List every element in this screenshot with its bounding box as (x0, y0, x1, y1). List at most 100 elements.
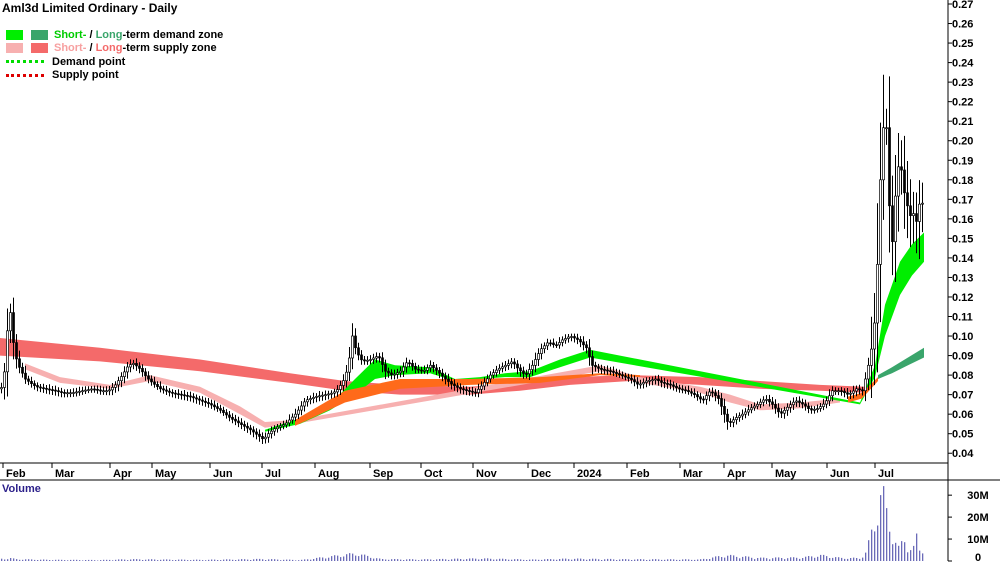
volume-bar (166, 559, 168, 561)
candle (243, 420, 246, 431)
candle (552, 338, 555, 348)
candle-body (900, 166, 903, 171)
candle (753, 402, 756, 411)
price-tick-label: 0.26 (952, 19, 973, 31)
candle-body (387, 370, 390, 374)
candle (63, 389, 66, 398)
candle-body (534, 359, 537, 366)
volume-title: Volume (2, 483, 41, 495)
candle (135, 358, 138, 371)
candle-body (99, 389, 102, 392)
candle-body (744, 411, 747, 415)
volume-bar (604, 559, 606, 561)
candle (819, 403, 822, 412)
candle (360, 350, 363, 365)
candle-body (114, 384, 117, 388)
candle (561, 336, 564, 347)
candle-body (717, 395, 720, 399)
time-tick-label: Apr (727, 468, 747, 480)
candle (630, 374, 633, 384)
candle-body (819, 406, 822, 409)
candle-body (51, 389, 54, 391)
volume-bar (289, 559, 291, 561)
candle (21, 362, 24, 378)
volume-bar (367, 555, 369, 561)
candle (198, 395, 201, 405)
candle (48, 384, 51, 395)
candle (378, 352, 381, 363)
volume-bar (364, 554, 366, 561)
candle (534, 352, 537, 373)
candle-body (921, 202, 924, 205)
volume-bar (853, 557, 855, 561)
candle-body (480, 385, 483, 390)
candle-body (666, 383, 669, 385)
legend-supply-point-label: Supply point (52, 69, 119, 82)
candle (723, 398, 726, 423)
time-tick-label: Apr (113, 468, 133, 480)
volume-bar (616, 560, 618, 561)
volume-bar (391, 559, 393, 561)
candle (564, 334, 567, 344)
candle-body (765, 399, 768, 401)
price-tick-label: 0.22 (952, 97, 973, 109)
candle (384, 359, 387, 380)
volume-bar (31, 559, 33, 561)
candle (717, 390, 720, 405)
volume-bar (463, 559, 465, 561)
volume-bar (829, 558, 831, 561)
candle-body (258, 433, 261, 437)
candle (411, 359, 414, 371)
volume-bar (208, 559, 210, 561)
candle-body (603, 369, 606, 371)
volume-bar (271, 559, 273, 561)
candle (78, 386, 81, 396)
volume-bar (382, 559, 384, 561)
volume-bar (82, 560, 84, 561)
candle (756, 401, 759, 410)
price-tick-label: 0.23 (952, 77, 973, 89)
volume-bar (331, 556, 333, 561)
candle (327, 390, 330, 400)
candle-body (111, 387, 114, 391)
candle (465, 386, 468, 396)
candle-body (894, 195, 897, 243)
candle (858, 384, 861, 395)
volume-bar (481, 559, 483, 561)
volume-bar (1, 558, 3, 561)
candle (771, 397, 774, 410)
candle (129, 359, 132, 373)
short-supply-swatch (6, 43, 23, 54)
candle (576, 333, 579, 345)
volume-bar (25, 559, 27, 561)
candle-body (339, 385, 342, 390)
volume-bar (43, 559, 45, 561)
volume-bar (619, 559, 621, 561)
volume-bar (322, 557, 324, 561)
volume-bar (640, 559, 642, 561)
candle (891, 175, 894, 276)
candle-body (102, 390, 105, 393)
volume-bar (907, 552, 909, 561)
candle-body (105, 390, 108, 393)
volume-bar (349, 553, 351, 561)
candle-body (552, 342, 555, 346)
candle (33, 380, 36, 390)
volume-bar (592, 558, 594, 561)
candle-body (615, 372, 618, 374)
volume-bar (118, 559, 120, 561)
candle (900, 140, 903, 195)
candle (708, 388, 711, 402)
volume-bar (823, 554, 825, 561)
candle (735, 413, 738, 425)
volume-bar (784, 559, 786, 561)
candle-body (222, 409, 225, 413)
candle (291, 413, 294, 424)
volume-bar (589, 559, 591, 561)
candle (579, 336, 582, 348)
volume-bar (466, 559, 468, 561)
candle-body (81, 390, 84, 393)
candle (831, 386, 834, 402)
volume-bars (1, 486, 924, 561)
volume-bar (10, 558, 12, 561)
